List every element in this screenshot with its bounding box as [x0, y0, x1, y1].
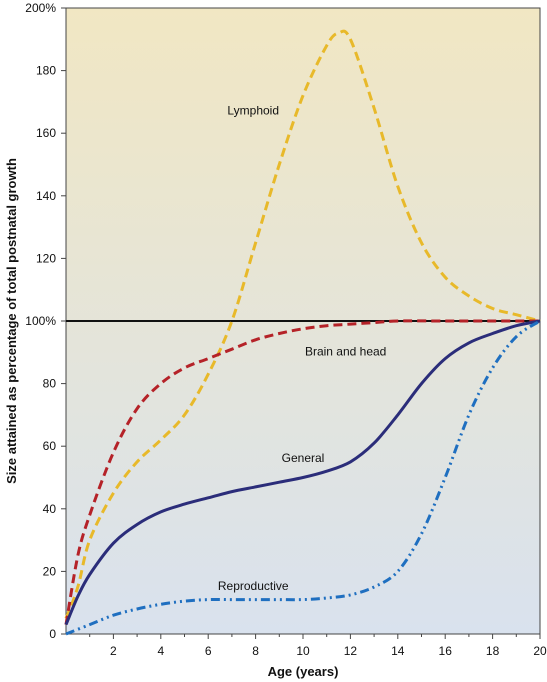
y-tick-label: 20 — [43, 564, 57, 578]
x-tick-label: 8 — [252, 644, 259, 658]
x-tick-label: 14 — [391, 644, 405, 658]
x-tick-label: 20 — [533, 644, 547, 658]
x-tick-label: 18 — [486, 644, 500, 658]
series-label-lymphoid: Lymphoid — [227, 103, 279, 117]
series-label-brain-and-head: Brain and head — [305, 344, 386, 358]
x-tick-label: 16 — [439, 644, 453, 658]
series-line-general — [64, 319, 541, 626]
x-tick-label: 4 — [157, 644, 164, 658]
x-tick-label: 12 — [344, 644, 358, 658]
annotation-layer: Lymphoid Brain and head General Reproductiv… — [218, 103, 386, 593]
series-label-reproductive: Reproductive — [218, 579, 289, 593]
series-line-reproductive — [65, 319, 541, 636]
y-tick-label: 180 — [36, 64, 56, 78]
y-axis-ticks: 0 20 40 60 80 100% 120 140 160 180 200% — [25, 1, 66, 641]
y-axis-label: Size attained as percentage of total pos… — [4, 158, 19, 484]
x-tick-label: 6 — [205, 644, 212, 658]
series-line-lymphoid — [64, 29, 541, 619]
y-tick-label: 120 — [36, 251, 56, 265]
series-label-general: General — [282, 451, 325, 465]
y-tick-label: 140 — [36, 189, 56, 203]
y-tick-label: 80 — [43, 377, 57, 391]
y-tick-label: 0 — [49, 627, 56, 641]
x-axis-ticks: 2 4 6 8 10 12 14 16 18 20 — [89, 634, 547, 658]
y-tick-label: 60 — [43, 439, 57, 453]
series-line-brain-and-head — [64, 319, 540, 625]
series-layer — [64, 29, 541, 636]
x-tick-label: 2 — [110, 644, 117, 658]
y-tick-label: 200% — [25, 1, 56, 15]
y-tick-label: 100% — [25, 314, 56, 328]
x-tick-label: 10 — [296, 644, 310, 658]
x-axis-label: Age (years) — [268, 664, 339, 679]
y-tick-label: 160 — [36, 126, 56, 140]
y-tick-label: 40 — [43, 502, 57, 516]
